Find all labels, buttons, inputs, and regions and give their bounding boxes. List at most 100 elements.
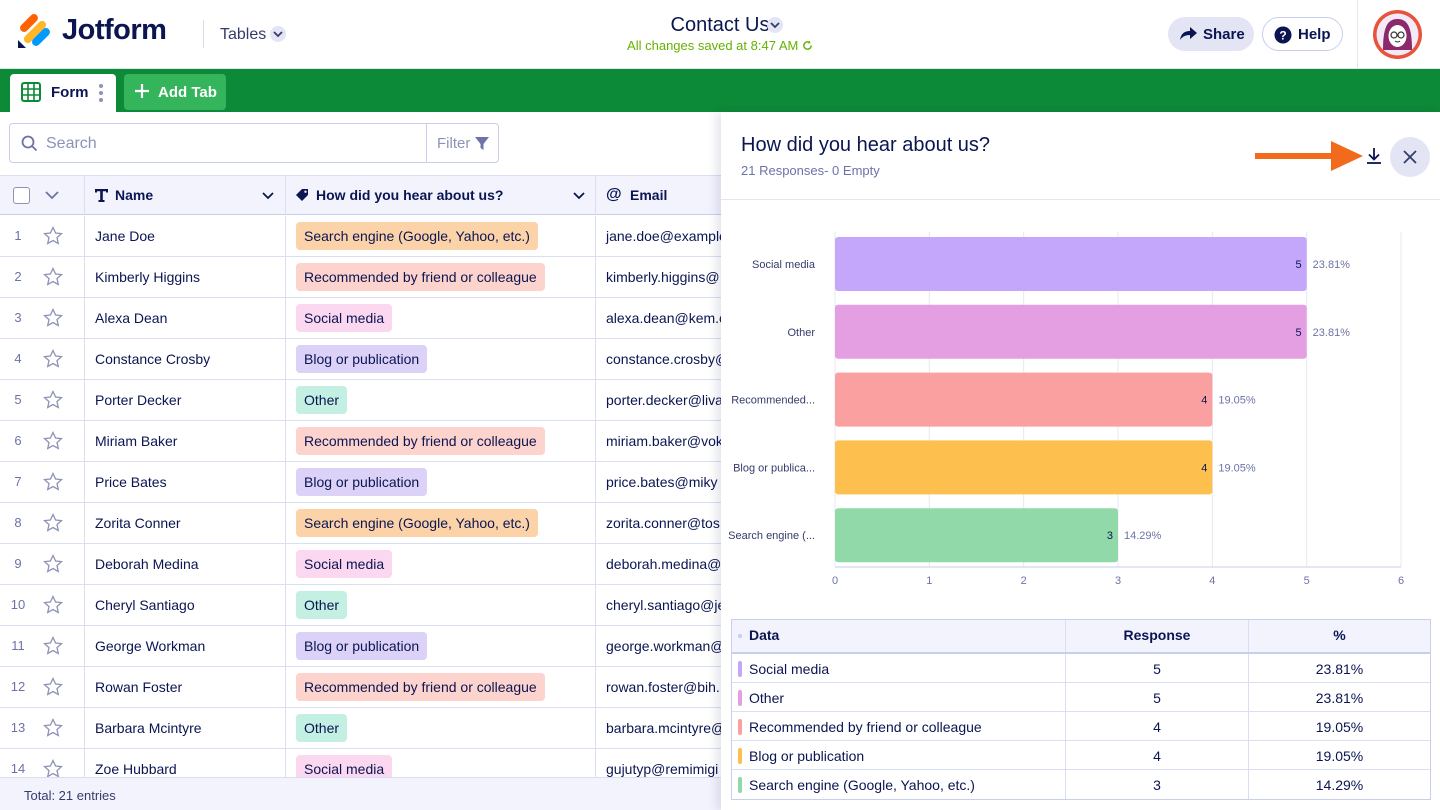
name-cell[interactable]: Deborah Medina	[85, 544, 286, 584]
email-cell[interactable]: cheryl.santiago@je	[606, 597, 722, 613]
responses-bar-chart: 0 1 2 3 4 5 6 Social media 5 23.81% Other 5 23.81% Re…	[728, 232, 1404, 587]
how-cell[interactable]: Social media	[286, 298, 596, 338]
user-avatar[interactable]	[1373, 10, 1422, 59]
jotform-logo-icon[interactable]	[16, 14, 50, 50]
table-row[interactable]: 7 Price Bates Blog or publication price.bat…	[0, 462, 722, 503]
app-header: Jotform Tables Contact Us All changes sa…	[0, 0, 1440, 69]
header-divider-right	[1357, 0, 1358, 69]
bar-value-label: 3	[1107, 530, 1113, 542]
data-table-row: Other 5 23.81%	[732, 683, 1430, 712]
row-number: 14	[10, 761, 26, 776]
table-row[interactable]: 13 Barbara Mcintyre Other barbara.mcintyre@	[0, 708, 722, 749]
column-menu-chevron-icon[interactable]	[573, 192, 585, 200]
table-row[interactable]: 5 Porter Decker Other porter.decker@liva	[0, 380, 722, 421]
chevron-down-icon[interactable]	[45, 191, 59, 200]
name-cell[interactable]: Constance Crosby	[85, 339, 286, 379]
email-cell[interactable]: porter.decker@liva	[606, 392, 722, 408]
percent-value: 23.81%	[1315, 690, 1364, 706]
how-cell[interactable]: Other	[286, 708, 596, 748]
name-cell[interactable]: Price Bates	[85, 462, 286, 502]
table-header: Name How did you hear about us? @ Email	[0, 175, 722, 215]
at-sign-icon: @	[606, 186, 622, 203]
how-cell[interactable]: Blog or publication	[286, 626, 596, 666]
select-all-checkbox[interactable]	[13, 187, 30, 204]
how-cell[interactable]: Blog or publication	[286, 339, 596, 379]
email-cell[interactable]: deborah.medina@	[606, 556, 722, 572]
table-row[interactable]: 10 Cheryl Santiago Other cheryl.santiago@je	[0, 585, 722, 626]
column-menu-chevron-icon[interactable]	[262, 192, 274, 200]
table-row[interactable]: 11 George Workman Blog or publication georg…	[0, 626, 722, 667]
email-cell[interactable]: george.workman@	[606, 638, 722, 654]
name-cell[interactable]: Alexa Dean	[85, 298, 286, 338]
how-cell[interactable]: Search engine (Google, Yahoo, etc.)	[286, 216, 596, 256]
name-cell[interactable]: Rowan Foster	[85, 667, 286, 707]
close-panel-button[interactable]	[1390, 137, 1430, 177]
column-header-name[interactable]: Name	[85, 176, 286, 215]
column-header-email[interactable]: @ Email	[606, 186, 668, 203]
name-cell[interactable]: Cheryl Santiago	[85, 585, 286, 625]
email-cell[interactable]: price.bates@miky	[606, 474, 718, 490]
star-cell	[36, 503, 85, 543]
how-cell[interactable]: Recommended by friend or colleague	[286, 667, 596, 707]
email-cell[interactable]: jane.doe@example	[606, 228, 722, 244]
table-row[interactable]: 14 Zoe Hubbard Social media gujutyp@remimig…	[0, 749, 722, 777]
answer-tag: Recommended by friend or colleague	[296, 427, 545, 455]
tables-chevron-down-icon[interactable]	[270, 26, 286, 42]
how-cell[interactable]: Blog or publication	[286, 462, 596, 502]
tab-form[interactable]: Form	[10, 74, 116, 112]
percent-value: 23.81%	[1315, 661, 1364, 677]
column-header-how[interactable]: How did you hear about us?	[286, 176, 596, 215]
email-cell[interactable]: miriam.baker@vok	[606, 433, 722, 449]
name-cell[interactable]: Porter Decker	[85, 380, 286, 420]
table-row[interactable]: 9 Deborah Medina Social media deborah.medin…	[0, 544, 722, 585]
how-cell[interactable]: Recommended by friend or colleague	[286, 421, 596, 461]
name-cell[interactable]: Barbara Mcintyre	[85, 708, 286, 748]
how-cell[interactable]: Social media	[286, 544, 596, 584]
help-button[interactable]: ? Help	[1262, 17, 1343, 51]
name-cell[interactable]: Zorita Conner	[85, 503, 286, 543]
tab-menu-dots-icon[interactable]	[99, 84, 103, 105]
category-label: Social media	[752, 259, 816, 271]
title-chevron-down-icon[interactable]	[767, 17, 783, 33]
email-cell[interactable]: gujutyp@remimigi	[606, 761, 719, 777]
document-title[interactable]: Contact Us	[670, 14, 770, 36]
table-row[interactable]: 3 Alexa Dean Social media alexa.dean@kem.c	[0, 298, 722, 339]
data-label: Other	[749, 690, 785, 706]
email-cell[interactable]: alexa.dean@kem.c	[606, 310, 722, 326]
share-arrow-icon	[1180, 27, 1197, 40]
table-row[interactable]: 12 Rowan Foster Recommended by friend or c…	[0, 667, 722, 708]
table-body: 1 Jane Doe Search engine (Google, Yahoo, e…	[0, 216, 722, 777]
name-cell[interactable]: Miriam Baker	[85, 421, 286, 461]
table-row[interactable]: 1 Jane Doe Search engine (Google, Yahoo, e…	[0, 216, 722, 257]
table-row[interactable]: 6 Miriam Baker Recommended by friend or co…	[0, 421, 722, 462]
name-cell[interactable]: Kimberly Higgins	[85, 257, 286, 297]
share-button[interactable]: Share	[1168, 17, 1254, 51]
download-icon[interactable]	[1364, 146, 1384, 166]
close-icon	[1403, 150, 1417, 164]
email-cell[interactable]: kimberly.higgins@	[606, 269, 720, 285]
email-cell[interactable]: constance.crosby@	[606, 351, 722, 367]
name-cell[interactable]: Jane Doe	[85, 216, 286, 256]
how-cell[interactable]: Social media	[286, 749, 596, 777]
row-number: 4	[14, 351, 22, 366]
how-cell[interactable]: Other	[286, 380, 596, 420]
table-row[interactable]: 2 Kimberly Higgins Recommended by friend o…	[0, 257, 722, 298]
table-row[interactable]: 4 Constance Crosby Blog or publication cons…	[0, 339, 722, 380]
search-input[interactable]	[46, 132, 416, 156]
data-label: Recommended by friend or colleague	[749, 719, 982, 735]
email-cell[interactable]: barbara.mcintyre@	[606, 720, 722, 736]
brand-name[interactable]: Jotform	[62, 14, 167, 46]
how-cell[interactable]: Other	[286, 585, 596, 625]
name-cell[interactable]: George Workman	[85, 626, 286, 666]
name-cell[interactable]: Zoe Hubbard	[85, 749, 286, 777]
bar	[835, 440, 1213, 495]
answer-tag: Blog or publication	[296, 632, 428, 660]
tables-menu-label[interactable]: Tables	[220, 26, 267, 43]
email-cell[interactable]: rowan.foster@bih.	[606, 679, 720, 695]
table-row[interactable]: 8 Zorita Conner Search engine (Google, Yah…	[0, 503, 722, 544]
add-tab-button[interactable]: Add Tab	[124, 74, 226, 110]
email-cell[interactable]: zorita.conner@tos	[606, 515, 720, 531]
how-cell[interactable]: Search engine (Google, Yahoo, etc.)	[286, 503, 596, 543]
filter-button[interactable]: Filter	[426, 123, 499, 163]
how-cell[interactable]: Recommended by friend or colleague	[286, 257, 596, 297]
